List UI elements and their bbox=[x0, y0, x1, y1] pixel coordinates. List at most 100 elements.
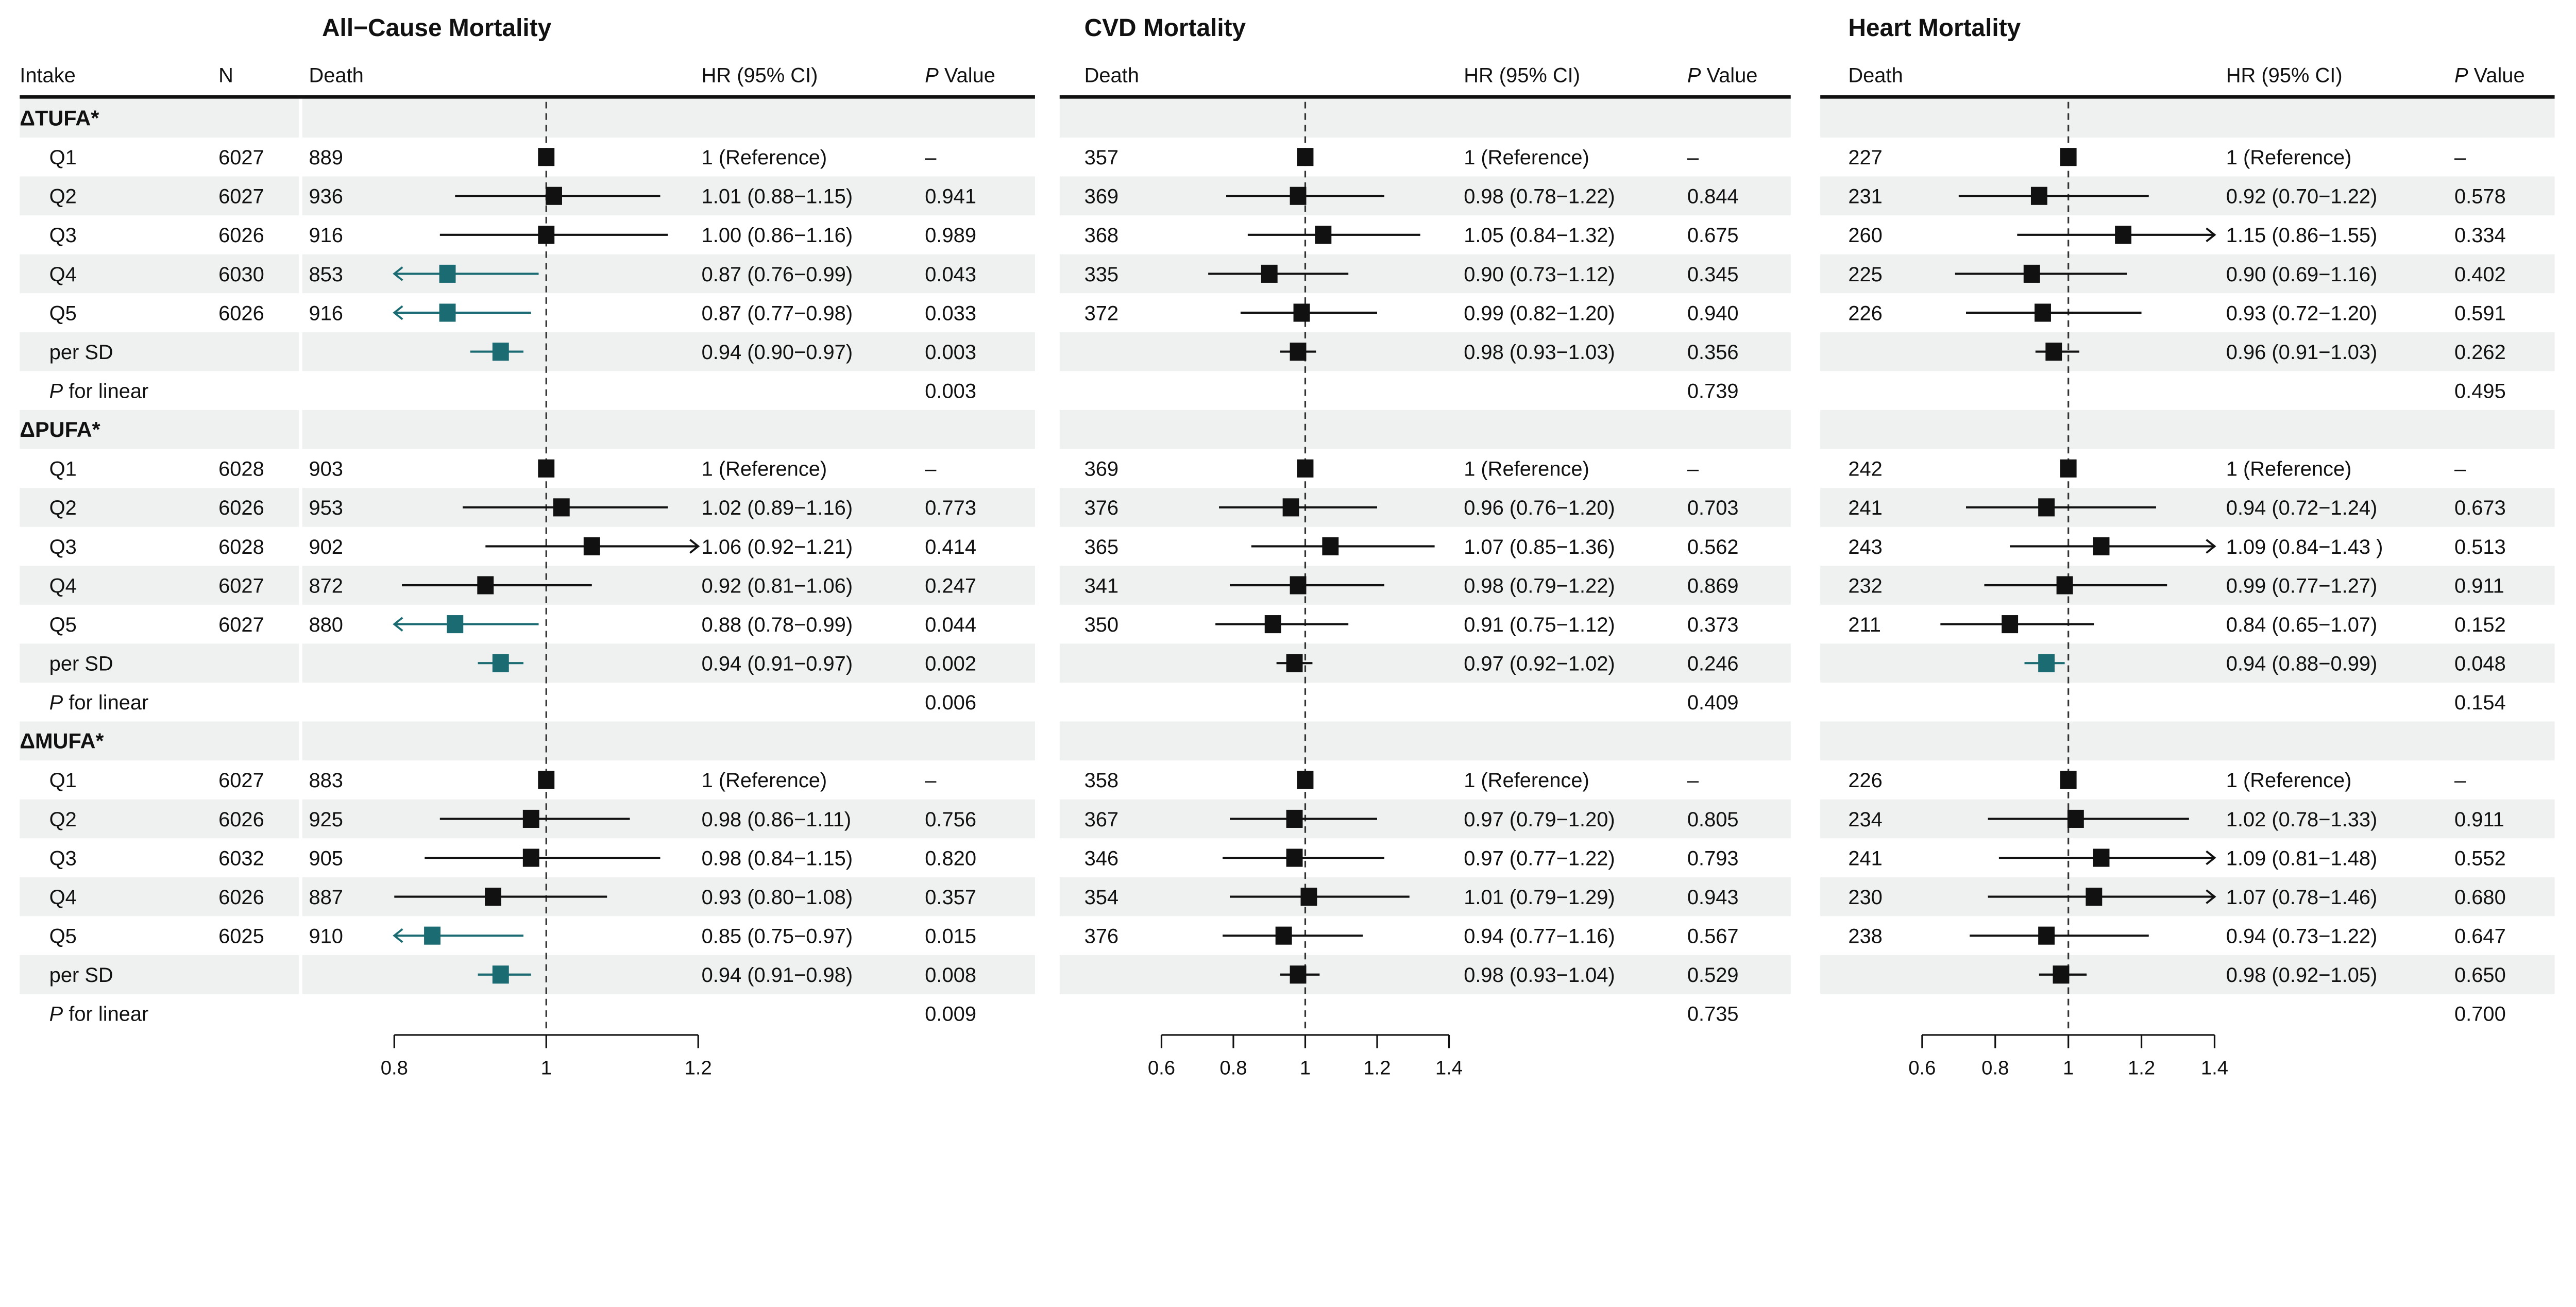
hr-ci-text: 0.85 (0.75−0.97) bbox=[702, 925, 853, 948]
p-value: 0.739 bbox=[1687, 380, 1739, 402]
hr-point bbox=[583, 537, 600, 555]
p-value: 0.591 bbox=[2454, 302, 2506, 325]
n-value: 6026 bbox=[218, 808, 264, 831]
x-tick-label: 1.2 bbox=[1363, 1057, 1391, 1079]
hr-ci-text: 0.99 (0.82−1.20) bbox=[1464, 302, 1615, 325]
death-count: 925 bbox=[309, 808, 343, 831]
p-value: – bbox=[1687, 458, 1699, 481]
header-intake: Intake bbox=[20, 64, 76, 87]
hr-ci-text: 1 (Reference) bbox=[1464, 769, 1589, 792]
death-count: 226 bbox=[1848, 302, 1882, 325]
row-band bbox=[1820, 643, 2555, 683]
death-count: 232 bbox=[1848, 574, 1882, 597]
hr-point bbox=[447, 615, 464, 634]
x-tick-label: 1.2 bbox=[2128, 1057, 2155, 1079]
death-count: 916 bbox=[309, 224, 343, 247]
hr-ci-text: 0.92 (0.81−1.06) bbox=[702, 574, 853, 597]
ci-left-arrow bbox=[393, 617, 403, 632]
hr-point bbox=[2038, 654, 2055, 672]
hr-point bbox=[1297, 771, 1314, 789]
death-count: 225 bbox=[1848, 263, 1882, 286]
hr-ci-text: 1.09 (0.84−1.43 ) bbox=[2226, 536, 2383, 558]
hr-point bbox=[538, 459, 555, 478]
n-value: 6032 bbox=[218, 847, 264, 870]
p-value: 0.820 bbox=[925, 847, 976, 870]
p-value: – bbox=[925, 769, 937, 792]
death-count: 350 bbox=[1084, 614, 1118, 636]
hr-ci-text: 0.90 (0.73−1.12) bbox=[1464, 263, 1615, 286]
p-value: 0.675 bbox=[1687, 224, 1739, 247]
hr-point bbox=[2023, 264, 2040, 283]
row-label: Q4 bbox=[49, 886, 77, 909]
row-band bbox=[1059, 566, 1791, 605]
n-value: 6027 bbox=[218, 769, 264, 792]
hr-point bbox=[2038, 926, 2055, 945]
hr-point bbox=[1286, 809, 1303, 828]
row-band bbox=[1820, 254, 2555, 294]
p-value: – bbox=[2454, 146, 2466, 169]
death-count: 241 bbox=[1848, 847, 1882, 870]
hr-point bbox=[1300, 888, 1317, 906]
row-band bbox=[1820, 410, 2555, 449]
row-label: per SD bbox=[49, 652, 113, 675]
row-band bbox=[1820, 98, 2555, 138]
hr-ci-text: 0.94 (0.88−0.99) bbox=[2226, 652, 2378, 675]
x-tick-label: 1 bbox=[1300, 1057, 1311, 1079]
row-label: Q4 bbox=[49, 263, 77, 286]
death-count: 889 bbox=[309, 146, 343, 169]
p-value: 0.246 bbox=[1687, 652, 1739, 675]
death-count: 341 bbox=[1084, 574, 1118, 597]
row-band bbox=[20, 721, 299, 761]
p-value: 0.673 bbox=[2454, 497, 2506, 519]
row-label: Q3 bbox=[49, 536, 77, 558]
p-value: 0.495 bbox=[2454, 380, 2506, 402]
row-label: Q5 bbox=[49, 614, 77, 636]
header-n: N bbox=[218, 64, 233, 87]
row-label: P for linear bbox=[49, 691, 149, 714]
death-count: 883 bbox=[309, 769, 343, 792]
row-band bbox=[20, 332, 299, 371]
p-value: 0.015 bbox=[925, 925, 976, 948]
p-value: 0.805 bbox=[1687, 808, 1739, 831]
hr-ci-text: 0.87 (0.76−0.99) bbox=[702, 263, 853, 286]
hr-ci-text: 0.94 (0.90−0.97) bbox=[702, 341, 853, 364]
hr-ci-text: 0.98 (0.92−1.05) bbox=[2226, 964, 2378, 987]
hr-ci-text: 0.93 (0.72−1.20) bbox=[2226, 302, 2378, 325]
row-label: Q1 bbox=[49, 458, 77, 481]
p-value: 0.006 bbox=[925, 691, 976, 714]
death-count: 358 bbox=[1084, 769, 1118, 792]
hr-ci-text: 0.90 (0.69−1.16) bbox=[2226, 263, 2378, 286]
hr-point bbox=[2056, 576, 2073, 595]
row-band bbox=[1059, 98, 1791, 138]
x-tick-label: 0.8 bbox=[381, 1057, 408, 1079]
p-value: 0.562 bbox=[1687, 536, 1739, 558]
row-band bbox=[302, 98, 1035, 138]
p-value: 0.033 bbox=[925, 302, 976, 325]
hr-point bbox=[1290, 343, 1307, 361]
death-count: 853 bbox=[309, 263, 343, 286]
p-value: – bbox=[2454, 458, 2466, 481]
death-count: 369 bbox=[1084, 185, 1118, 208]
hr-point bbox=[2045, 343, 2062, 361]
p-value: – bbox=[1687, 769, 1699, 792]
n-value: 6028 bbox=[218, 536, 264, 558]
p-value: 0.008 bbox=[925, 964, 976, 987]
hr-point bbox=[2060, 771, 2077, 789]
hr-ci-text: 1 (Reference) bbox=[702, 146, 827, 169]
hr-ci-text: 1.07 (0.78−1.46) bbox=[2226, 886, 2378, 909]
hr-point bbox=[1290, 965, 1307, 984]
ci-left-arrow bbox=[393, 266, 403, 281]
death-count: 230 bbox=[1848, 886, 1882, 909]
p-value: – bbox=[925, 458, 937, 481]
row-label: Q5 bbox=[49, 302, 77, 325]
row-band bbox=[1059, 488, 1791, 527]
p-value: 0.003 bbox=[925, 380, 976, 402]
hr-point bbox=[1315, 226, 1332, 244]
row-band bbox=[1059, 254, 1791, 294]
hr-point bbox=[538, 226, 555, 244]
death-count: 903 bbox=[309, 458, 343, 481]
hr-point bbox=[492, 343, 509, 361]
hr-point bbox=[546, 186, 562, 205]
hr-point bbox=[485, 888, 501, 906]
hr-point bbox=[2053, 965, 2070, 984]
